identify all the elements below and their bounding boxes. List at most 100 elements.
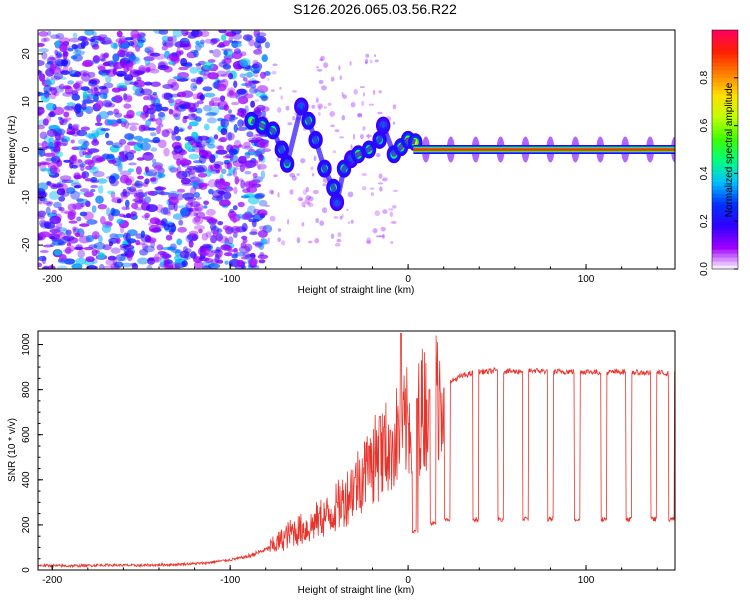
noise-cell [82,71,88,77]
noise-cell [261,54,268,62]
noise-cell [49,215,61,225]
noise-cell [258,199,268,207]
noise-cell [99,85,107,90]
noise-cell [210,249,222,254]
noise-cell [48,55,55,63]
noise-cell [228,148,238,155]
noise-cell [85,133,95,138]
noise-cell [76,129,88,137]
noise-cell [147,50,155,57]
noise-cell [242,251,251,259]
noise-cell [226,173,232,177]
noise-cell [119,174,130,184]
noise-cell [90,176,98,183]
noise-cell [248,180,256,188]
noise-cell [260,106,270,112]
noise-cell [79,211,88,217]
noise-cell [121,194,128,199]
noise-cell [342,94,348,99]
noise-cell [237,88,249,98]
noise-cell [152,91,157,96]
noise-cell [336,238,342,243]
noise-cell [119,243,129,249]
noise-cell [82,150,87,156]
noise-cell [341,214,344,218]
noise-cell [252,172,258,178]
y-tick-label: -20 [21,237,32,252]
noise-cell [188,153,200,160]
noise-cell [236,259,245,268]
noise-cell [89,219,94,225]
noise-cell [267,78,270,81]
noise-cell [257,163,267,170]
noise-cell [254,194,265,200]
noise-cell [38,199,43,205]
noise-cell [53,85,65,93]
colorbar-step [712,225,738,230]
snr-series-line [38,332,675,569]
noise-cell [98,234,103,244]
noise-cell [125,199,130,208]
noise-cell [244,151,256,156]
noise-cell [86,265,98,269]
noise-cell [220,128,228,136]
noise-cell [296,237,301,244]
noise-cell [333,216,339,219]
noise-cell [323,106,327,109]
spectrogram-y-axis: 20 10 0 -10 -20 [21,48,43,252]
noise-cell [109,145,120,153]
noise-cell [239,164,245,173]
noise-cell [91,205,97,213]
noise-cell [264,204,271,208]
noise-cell [257,230,268,238]
noise-cell [339,215,343,220]
noise-cell [188,121,199,127]
noise-cell [146,264,153,269]
colorbar-step [712,169,738,174]
noise-cell [223,57,232,65]
noise-cell [211,169,218,175]
noise-cell [212,48,221,58]
colorbar-step [712,177,738,182]
noise-cell [105,259,115,266]
noise-cell [142,151,154,161]
y-tick-label: 20 [21,48,32,60]
spectrogram-y-label: Frequency (Hz) [7,116,18,185]
noise-cell [131,202,139,209]
noise-cell [198,155,207,164]
noise-cell [215,180,227,190]
noise-cell [318,105,321,111]
noise-cell [137,175,144,180]
colorbar-step [712,185,738,190]
noise-cell [134,180,144,189]
noise-cell [89,166,96,170]
noise-cell [223,159,232,163]
noise-cell [172,113,179,118]
colorbar-step [712,165,738,171]
noise-cell [116,118,122,124]
noise-cell [180,157,188,164]
noise-cell [362,126,366,131]
noise-cell [208,188,214,195]
noise-cell [232,168,237,178]
noise-cell [228,116,238,120]
noise-cell [237,96,249,105]
colorbar-tick-label: 0.8 [699,70,710,84]
x-tick-label: -100 [220,274,240,285]
noise-cell [71,164,78,169]
noise-cell [65,246,72,255]
noise-cell [128,162,137,166]
noise-cell [69,37,81,43]
spectrogram-x-label: Height of straight line (km) [298,285,415,296]
noise-cell [299,198,304,201]
noise-cell [70,139,75,144]
noise-cell [361,186,367,191]
noise-cell [240,180,246,189]
noise-cell [39,131,48,140]
noise-cell [46,202,53,207]
noise-cell [329,111,336,117]
noise-cell [260,151,265,155]
colorbar-step [712,161,738,167]
noise-cell [157,139,167,149]
noise-cell [248,139,260,143]
